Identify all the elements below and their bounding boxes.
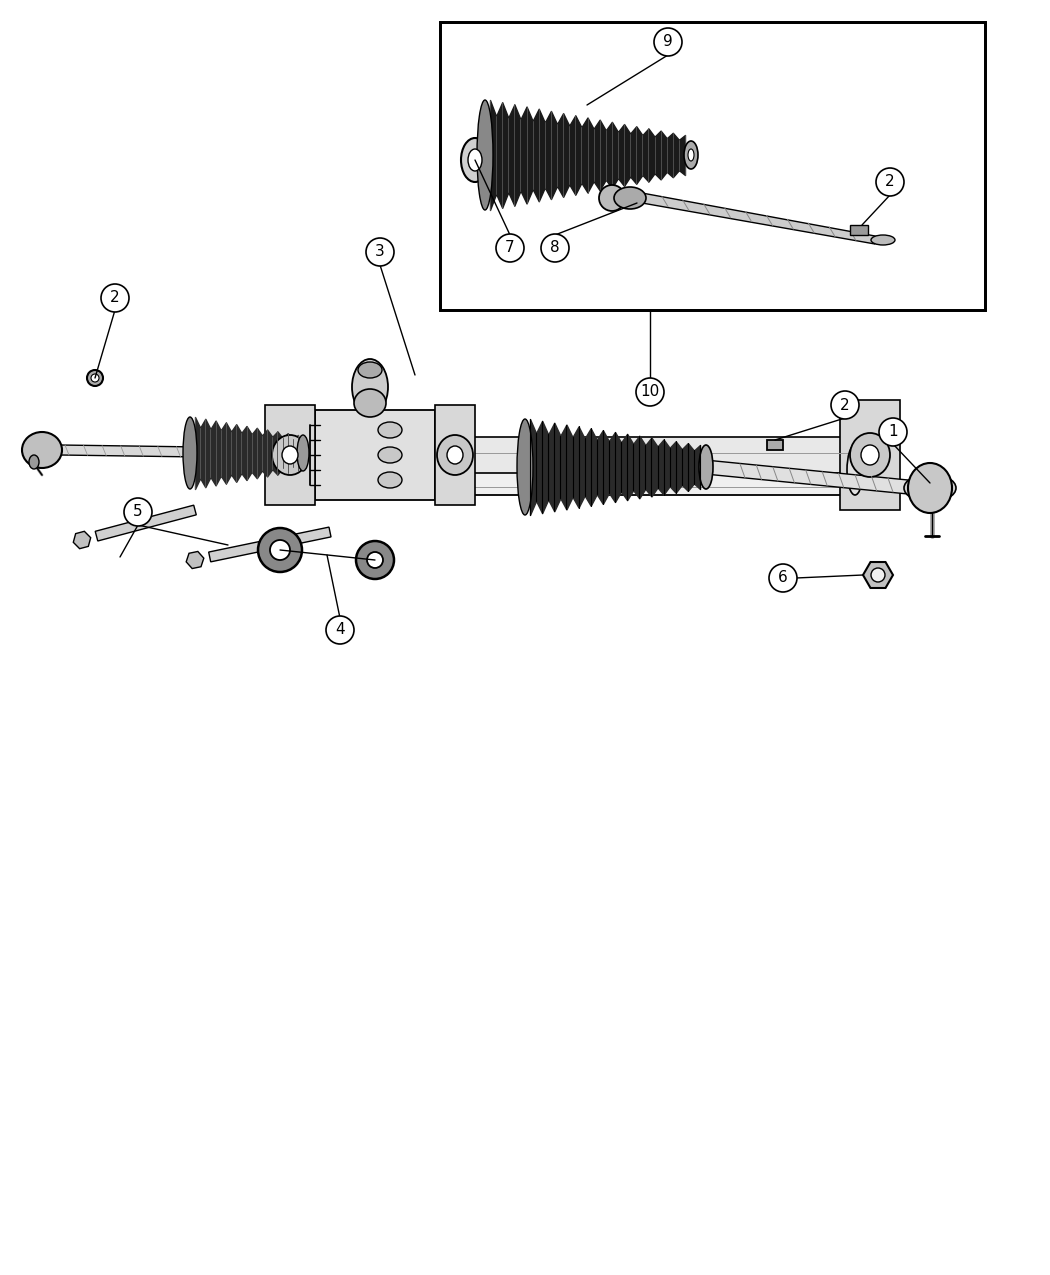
Circle shape <box>101 284 129 312</box>
Ellipse shape <box>382 445 398 495</box>
Polygon shape <box>435 405 475 505</box>
Circle shape <box>496 235 524 261</box>
Text: 9: 9 <box>664 34 673 50</box>
Ellipse shape <box>87 370 103 386</box>
Ellipse shape <box>258 528 302 572</box>
Circle shape <box>326 616 354 644</box>
Ellipse shape <box>368 552 383 567</box>
Ellipse shape <box>378 422 402 439</box>
Circle shape <box>831 391 859 419</box>
Ellipse shape <box>437 435 472 476</box>
Ellipse shape <box>352 360 388 414</box>
Polygon shape <box>390 445 855 495</box>
Ellipse shape <box>688 149 694 161</box>
Ellipse shape <box>356 541 394 579</box>
Circle shape <box>654 28 682 56</box>
Text: 6: 6 <box>778 570 788 585</box>
Text: 2: 2 <box>110 291 120 306</box>
Circle shape <box>879 418 907 446</box>
Text: 4: 4 <box>335 622 344 638</box>
Ellipse shape <box>614 187 646 209</box>
Bar <box>766 440 783 450</box>
Polygon shape <box>74 532 90 548</box>
Ellipse shape <box>850 434 890 477</box>
Circle shape <box>636 377 664 405</box>
Ellipse shape <box>847 445 863 495</box>
Ellipse shape <box>904 474 956 502</box>
Circle shape <box>769 564 797 592</box>
Ellipse shape <box>684 142 698 170</box>
Ellipse shape <box>22 432 62 468</box>
Circle shape <box>366 238 394 266</box>
Bar <box>440 22 985 310</box>
Polygon shape <box>840 400 900 510</box>
Polygon shape <box>96 505 196 541</box>
Polygon shape <box>265 405 315 505</box>
Polygon shape <box>642 193 875 244</box>
Polygon shape <box>385 437 860 473</box>
Circle shape <box>124 499 152 527</box>
Ellipse shape <box>378 448 402 463</box>
Ellipse shape <box>272 435 308 476</box>
Text: 2: 2 <box>840 398 849 413</box>
Ellipse shape <box>447 446 463 464</box>
Ellipse shape <box>517 419 533 515</box>
Ellipse shape <box>461 138 489 182</box>
Polygon shape <box>186 552 204 569</box>
Ellipse shape <box>183 417 197 490</box>
Circle shape <box>541 235 569 261</box>
Ellipse shape <box>358 362 382 377</box>
Ellipse shape <box>354 389 386 417</box>
Text: 5: 5 <box>133 505 143 519</box>
Bar <box>440 22 985 310</box>
Polygon shape <box>209 527 331 562</box>
Ellipse shape <box>270 541 290 560</box>
Ellipse shape <box>477 99 493 210</box>
Bar <box>850 224 868 235</box>
Polygon shape <box>863 562 892 588</box>
Ellipse shape <box>29 455 39 469</box>
Ellipse shape <box>699 445 713 490</box>
Ellipse shape <box>861 445 879 465</box>
Ellipse shape <box>872 567 885 581</box>
Polygon shape <box>60 445 200 456</box>
Ellipse shape <box>598 185 625 210</box>
Text: 2: 2 <box>885 175 895 190</box>
Text: 3: 3 <box>375 245 385 260</box>
Polygon shape <box>315 411 435 500</box>
Polygon shape <box>705 460 908 493</box>
Ellipse shape <box>91 374 99 382</box>
Text: 8: 8 <box>550 241 560 255</box>
Ellipse shape <box>378 472 402 488</box>
Ellipse shape <box>282 446 298 464</box>
Text: 1: 1 <box>888 425 898 440</box>
Text: 10: 10 <box>640 385 659 399</box>
Ellipse shape <box>297 435 309 470</box>
Ellipse shape <box>908 463 952 513</box>
Ellipse shape <box>872 235 895 245</box>
Ellipse shape <box>468 149 482 171</box>
Circle shape <box>876 168 904 196</box>
Text: 7: 7 <box>505 241 514 255</box>
